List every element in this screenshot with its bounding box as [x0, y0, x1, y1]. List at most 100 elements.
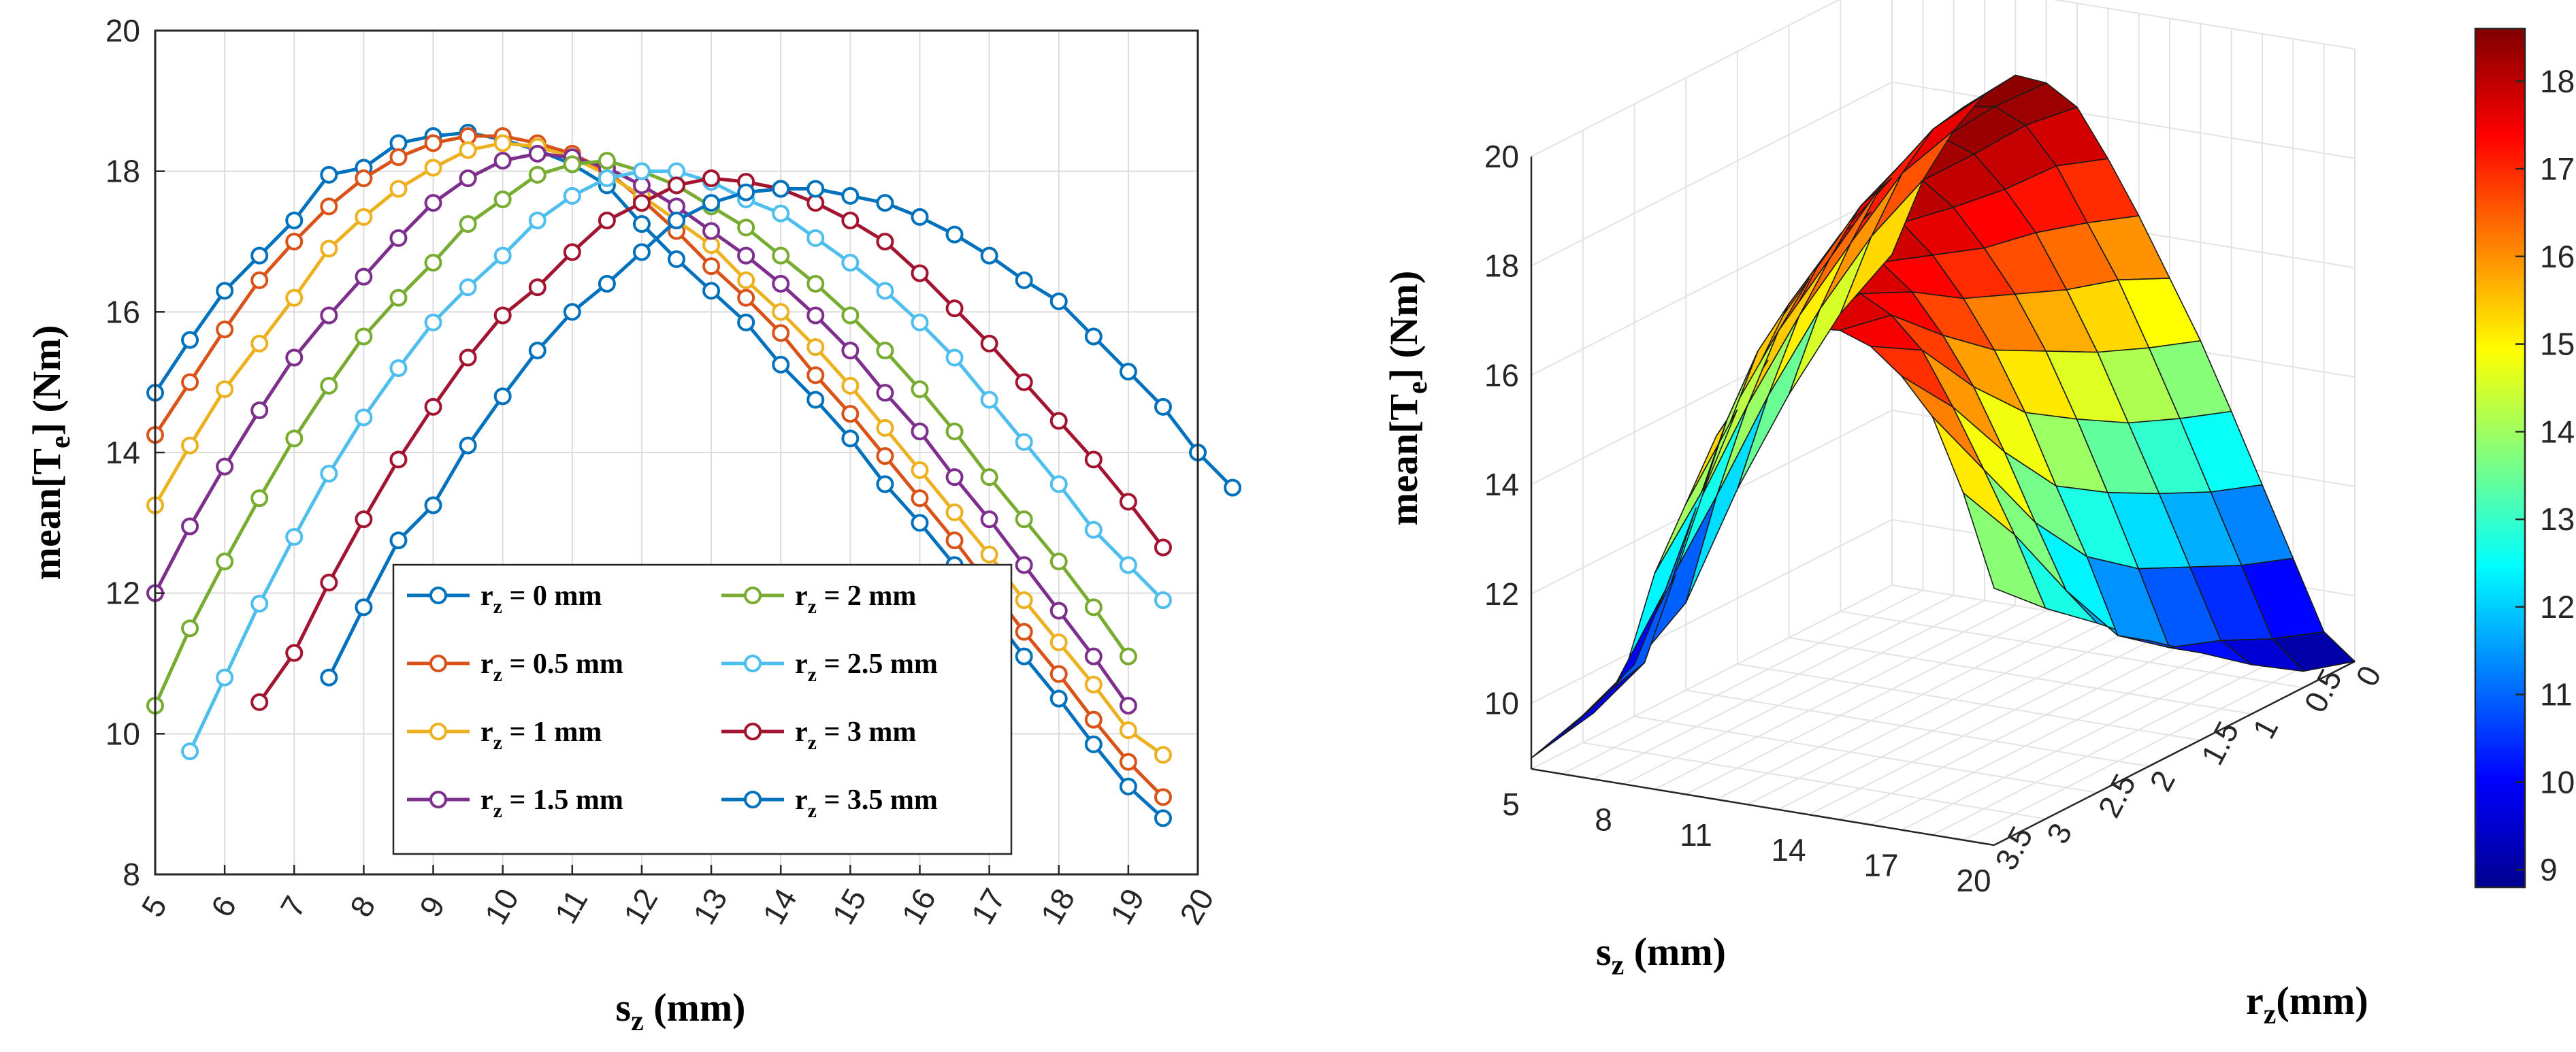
data-point — [459, 215, 477, 233]
data-point — [945, 299, 964, 318]
left-grid-z — [1531, 81, 1893, 267]
z-axis-label-tail: ] (Nm) — [1382, 271, 1426, 382]
floor-grid-s — [1561, 589, 1923, 775]
legend-label-tail: = 1 mm — [502, 717, 602, 748]
colorbar-tick-label: 15 — [2540, 327, 2575, 362]
data-point — [980, 246, 998, 265]
x-axis-label: sz (mm) — [616, 985, 746, 1037]
legend-label-sub: z — [808, 663, 817, 686]
data-point — [632, 243, 651, 261]
series-path — [153, 141, 1164, 757]
data-point — [806, 306, 825, 325]
data-point — [702, 194, 721, 212]
legend-label-main: r — [795, 785, 808, 816]
data-point — [1049, 292, 1068, 310]
data-point — [320, 376, 338, 395]
data-point — [1015, 647, 1033, 665]
floor-grid-s — [1778, 625, 2140, 810]
data-point — [702, 282, 721, 300]
data-point — [806, 229, 825, 247]
floor-grid-s — [1685, 610, 2047, 795]
data-point — [876, 384, 894, 402]
data-point — [1015, 271, 1033, 289]
data-point — [772, 324, 790, 342]
data-point — [598, 275, 616, 293]
y-tick-label: 12 — [105, 576, 140, 611]
left-grid-z — [1531, 191, 1893, 376]
legend-item-2: rz = 1 mm — [407, 717, 602, 754]
colorbar-gradient — [2474, 27, 2526, 889]
r-tick-label: 2.5 — [2091, 768, 2142, 823]
left-grid-z — [1531, 300, 1893, 486]
x-tick-label: 12 — [617, 883, 665, 930]
s-axis-label-sub: z — [1612, 950, 1625, 981]
data-point — [737, 271, 755, 289]
data-point — [493, 152, 512, 170]
data-point — [806, 338, 825, 356]
data-point — [702, 169, 721, 187]
x-tick-label: 15 — [825, 883, 873, 930]
legend-label-sub: z — [808, 595, 817, 618]
data-point — [1119, 493, 1137, 511]
x-tick-label: 5 — [134, 890, 174, 923]
legend-item-6: rz = 3 mm — [721, 717, 916, 754]
colorbar-tick-label: 18 — [2540, 63, 2575, 99]
data-point — [911, 461, 929, 479]
data-point — [250, 401, 269, 419]
data-point — [841, 186, 860, 205]
data-point — [181, 331, 199, 349]
floor-grid-s — [1931, 651, 2294, 836]
data-point — [250, 595, 269, 613]
data-point — [528, 212, 547, 229]
x-axis-label-main: s — [616, 985, 632, 1030]
data-point — [181, 742, 199, 761]
data-point — [355, 408, 373, 427]
floor-grid-r — [1737, 663, 2201, 741]
data-point — [1084, 327, 1103, 346]
data-point — [737, 183, 755, 201]
data-point — [1119, 721, 1137, 740]
data-point — [945, 348, 964, 367]
data-point — [1154, 788, 1172, 806]
x-tick-label: 13 — [686, 883, 734, 930]
legend-item-3: rz = 1.5 mm — [407, 785, 623, 822]
r-tick-label: 3 — [2040, 817, 2079, 849]
data-point — [285, 233, 304, 250]
data-point — [911, 514, 929, 532]
colorbar-tick-label: 14 — [2540, 414, 2575, 449]
legend-label-sub: z — [493, 732, 502, 754]
data-point — [528, 144, 547, 163]
data-point — [598, 152, 616, 170]
floor-grid-s — [1870, 640, 2232, 826]
legend-swatch-marker — [429, 791, 447, 808]
colorbar-tick-label: 16 — [2540, 239, 2575, 274]
y-tick-label: 14 — [105, 435, 140, 470]
data-point — [389, 289, 408, 307]
data-point — [424, 159, 442, 177]
r-tick-label: 1.5 — [2194, 716, 2246, 771]
data-point — [911, 313, 929, 331]
data-point — [911, 489, 929, 508]
data-point — [424, 496, 442, 514]
data-point — [424, 134, 442, 152]
data-point — [389, 148, 408, 166]
data-point — [632, 215, 651, 233]
data-point — [841, 342, 860, 360]
legend-label-sub: z — [493, 595, 502, 618]
data-point — [285, 528, 304, 546]
x-tick-label: 16 — [894, 883, 943, 930]
floor-grid-s — [1531, 585, 1893, 770]
data-point — [285, 212, 304, 229]
data-point — [181, 436, 199, 455]
data-point — [632, 162, 651, 180]
data-point — [493, 134, 512, 152]
legend-item-4: rz = 2 mm — [721, 580, 916, 618]
legend-label-tail: = 2.5 mm — [817, 648, 938, 680]
z-axis-label-main: mean[T — [1382, 394, 1426, 525]
data-point — [702, 257, 721, 276]
data-point — [1084, 521, 1103, 539]
data-point — [1119, 647, 1137, 665]
floor-grid-r — [1582, 742, 2046, 820]
y-tick-label: 10 — [105, 716, 140, 751]
